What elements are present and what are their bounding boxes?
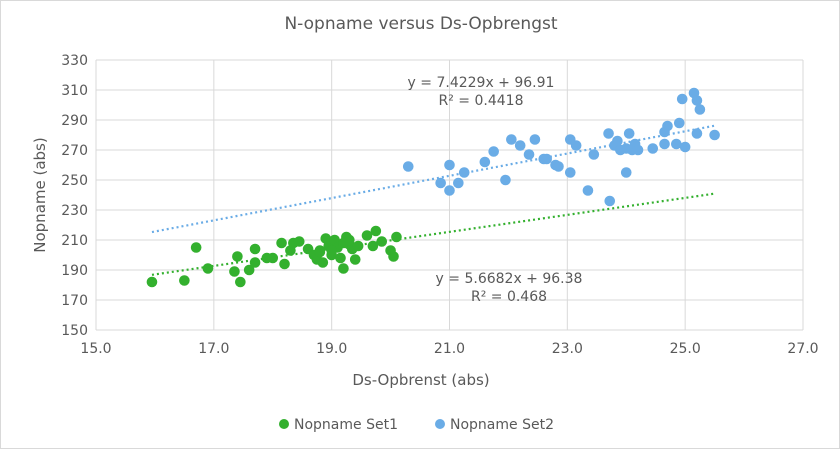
data-point-set1 [229,266,240,277]
x-axis-title: Ds-Opbrenst (abs) [352,371,489,389]
data-point-set1 [146,276,158,288]
data-point-set2 [488,146,499,157]
data-point-set1 [344,234,355,246]
x-tick-label: 19.0 [316,341,347,357]
x-tick-label: 23.0 [552,341,583,357]
data-point-set1 [361,230,373,241]
x-tick-label: 17.0 [198,341,229,357]
trend-equation-set1: y = 5.6682x + 96.38 [436,271,583,287]
y-tick-label: 230 [61,203,88,219]
y-tick-label: 250 [61,173,88,189]
data-point-set2 [691,128,703,139]
chart-title: N-opname versus Ds-Opbrengst [284,14,557,34]
y-tick-label: 270 [61,143,88,159]
data-point-set2 [603,128,614,139]
data-point-set2 [500,174,511,186]
data-point-set2 [623,128,635,139]
x-tick-label: 21.0 [434,341,465,357]
data-point-set1 [349,254,361,265]
data-point-set2 [444,159,455,171]
y-tick-label: 330 [61,53,88,69]
trend-r2-set2: R² = 0.4418 [439,93,524,109]
trend-r2-set1: R² = 0.468 [471,289,547,305]
data-point-set2 [514,140,526,151]
data-point-set1 [326,245,337,256]
trendline-set1 [151,192,715,276]
legend-marker-set1 [279,419,289,429]
data-point-set1 [235,276,246,288]
data-point-set1 [367,240,379,252]
y-tick-label: 210 [61,233,88,249]
data-point-set2 [659,138,670,150]
data-point-set1 [391,231,402,243]
data-point-set1 [293,236,305,247]
data-point-set2 [709,129,720,141]
data-point-set1 [314,246,326,258]
data-point-set1 [190,242,202,253]
y-tick-label: 190 [61,263,88,279]
y-tick-label: 310 [61,83,88,99]
data-point-set2 [612,135,623,147]
data-point-set2 [620,167,632,178]
data-point-set2 [694,104,706,115]
data-point-set2 [632,144,644,156]
data-point-set2 [553,161,564,172]
data-point-set1 [352,240,364,252]
data-point-set2 [679,141,691,153]
data-point-set2 [506,134,517,145]
y-tick-label: 290 [61,113,88,129]
data-point-set2 [479,156,491,168]
data-point-set1 [243,264,255,276]
data-point-set2 [604,195,616,207]
data-point-set2 [662,120,673,132]
trendline-set2 [151,124,715,234]
data-point-set2 [673,117,685,129]
legend-marker-set2 [435,419,445,429]
data-point-set1 [202,263,214,274]
data-point-set2 [402,161,414,172]
data-point-set2 [435,177,446,189]
x-tick-label: 25.0 [670,341,701,357]
legend-label-set2: Nopname Set2 [450,417,554,433]
data-point-set1 [376,236,388,247]
data-point-set2 [671,138,682,150]
data-point-set2 [582,185,594,196]
data-point-set2 [453,177,464,189]
trend-equation-set2: y = 7.4229x + 96.91 [408,75,555,91]
data-point-set1 [267,252,279,264]
data-point-set2 [529,134,541,145]
y-tick-label: 170 [61,293,88,309]
data-point-set1 [370,225,382,237]
data-point-set2 [647,143,659,154]
legend: Nopname Set1 Nopname Set2 [279,417,554,433]
data-point-set2 [564,167,576,178]
data-point-set1 [335,252,346,264]
data-point-set1 [249,257,261,268]
data-point-set1 [338,263,349,274]
data-point-set1 [232,251,243,262]
data-point-set1 [276,237,287,249]
data-point-set2 [458,167,470,178]
data-point-set1 [388,251,399,262]
data-point-set2 [570,140,582,151]
data-point-set2 [541,153,553,165]
data-point-set2 [523,149,535,160]
data-point-set1 [279,258,290,270]
x-tick-label: 15.0 [80,341,111,357]
data-point-set2 [676,93,688,105]
data-point-set1 [317,257,329,268]
legend-label-set1: Nopname Set1 [294,417,398,433]
y-axis-title: Nopname (abs) [31,137,49,252]
x-tick-label: 27.0 [787,341,818,357]
data-point-set1 [249,243,261,255]
data-point-set2 [588,149,600,160]
data-point-set1 [179,275,190,286]
y-tick-label: 150 [61,323,88,339]
data-point-set2 [691,95,703,106]
data-point-set2 [444,185,455,196]
